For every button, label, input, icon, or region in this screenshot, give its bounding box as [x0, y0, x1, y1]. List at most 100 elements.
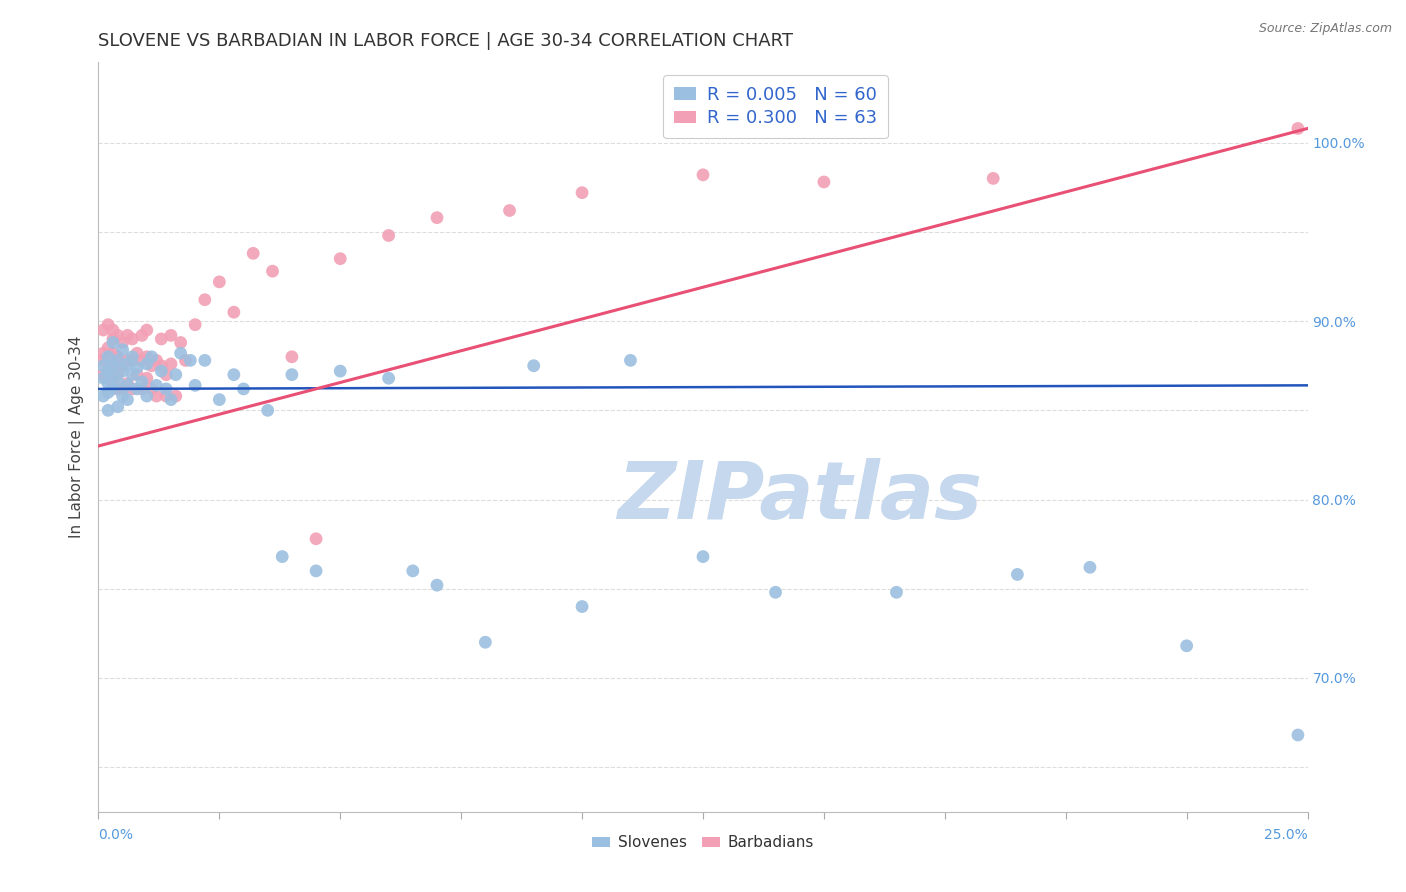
- Point: [765, 585, 787, 599]
- Point: [135, 389, 157, 403]
- Point: [160, 357, 183, 371]
- Point: [101, 332, 124, 346]
- Point: [242, 246, 264, 260]
- Point: [127, 382, 149, 396]
- Point: [160, 328, 183, 343]
- Point: [571, 599, 593, 614]
- Point: [135, 323, 157, 337]
- Point: [184, 318, 207, 332]
- Point: [141, 350, 163, 364]
- Point: [271, 549, 294, 564]
- Point: [117, 353, 139, 368]
- Point: [117, 357, 139, 371]
- Point: [141, 382, 163, 396]
- Text: SLOVENE VS BARBADIAN IN LABOR FORCE | AGE 30-34 CORRELATION CHART: SLOVENE VS BARBADIAN IN LABOR FORCE | AG…: [98, 32, 793, 50]
- Point: [131, 328, 153, 343]
- Text: Source: ZipAtlas.com: Source: ZipAtlas.com: [1258, 22, 1392, 36]
- Point: [111, 382, 134, 396]
- Point: [692, 549, 714, 564]
- Point: [107, 375, 129, 389]
- Point: [97, 371, 120, 385]
- Text: ZIPatlas: ZIPatlas: [617, 458, 983, 536]
- Point: [155, 389, 177, 403]
- Point: [127, 346, 149, 360]
- Point: [1286, 121, 1309, 136]
- Point: [135, 371, 157, 385]
- Point: [91, 371, 114, 385]
- Point: [208, 275, 231, 289]
- Point: [194, 353, 217, 368]
- Point: [131, 353, 153, 368]
- Point: [101, 376, 124, 391]
- Point: [305, 532, 328, 546]
- Legend: Slovenes, Barbadians: Slovenes, Barbadians: [585, 830, 821, 856]
- Point: [101, 359, 124, 373]
- Point: [155, 382, 177, 396]
- Point: [145, 353, 167, 368]
- Point: [498, 203, 520, 218]
- Point: [305, 564, 328, 578]
- Point: [256, 403, 278, 417]
- Point: [145, 389, 167, 403]
- Point: [222, 305, 245, 319]
- Point: [135, 357, 157, 371]
- Point: [97, 350, 120, 364]
- Point: [169, 346, 191, 360]
- Point: [1175, 639, 1198, 653]
- Point: [222, 368, 245, 382]
- Point: [155, 368, 177, 382]
- Point: [165, 389, 187, 403]
- Point: [981, 171, 1004, 186]
- Point: [474, 635, 496, 649]
- Point: [426, 211, 449, 225]
- Point: [377, 228, 399, 243]
- Point: [107, 400, 129, 414]
- Point: [174, 353, 197, 368]
- Point: [111, 359, 134, 373]
- Point: [121, 332, 143, 346]
- Point: [232, 382, 254, 396]
- Point: [107, 350, 129, 364]
- Point: [571, 186, 593, 200]
- Point: [111, 389, 134, 403]
- Point: [107, 382, 129, 396]
- Point: [141, 359, 163, 373]
- Point: [150, 332, 173, 346]
- Point: [160, 392, 183, 407]
- Point: [179, 353, 201, 368]
- Point: [135, 350, 157, 364]
- Point: [1078, 560, 1101, 574]
- Point: [91, 359, 114, 373]
- Point: [145, 378, 167, 392]
- Point: [97, 376, 120, 391]
- Text: 0.0%: 0.0%: [98, 828, 134, 842]
- Point: [111, 335, 134, 350]
- Point: [281, 368, 304, 382]
- Point: [111, 343, 134, 357]
- Point: [426, 578, 449, 592]
- Point: [121, 353, 143, 368]
- Point: [117, 392, 139, 407]
- Point: [101, 323, 124, 337]
- Point: [117, 378, 139, 392]
- Point: [91, 389, 114, 403]
- Point: [111, 364, 134, 378]
- Point: [91, 353, 114, 368]
- Text: 25.0%: 25.0%: [1264, 828, 1308, 842]
- Point: [97, 385, 120, 400]
- Point: [886, 585, 908, 599]
- Point: [117, 376, 139, 391]
- Point: [121, 382, 143, 396]
- Point: [91, 368, 114, 382]
- Point: [107, 353, 129, 368]
- Point: [131, 375, 153, 389]
- Point: [117, 328, 139, 343]
- Point: [208, 392, 231, 407]
- Point: [169, 335, 191, 350]
- Point: [402, 564, 425, 578]
- Point: [1286, 728, 1309, 742]
- Point: [101, 346, 124, 360]
- Point: [101, 335, 124, 350]
- Point: [127, 368, 149, 382]
- Point: [121, 368, 143, 382]
